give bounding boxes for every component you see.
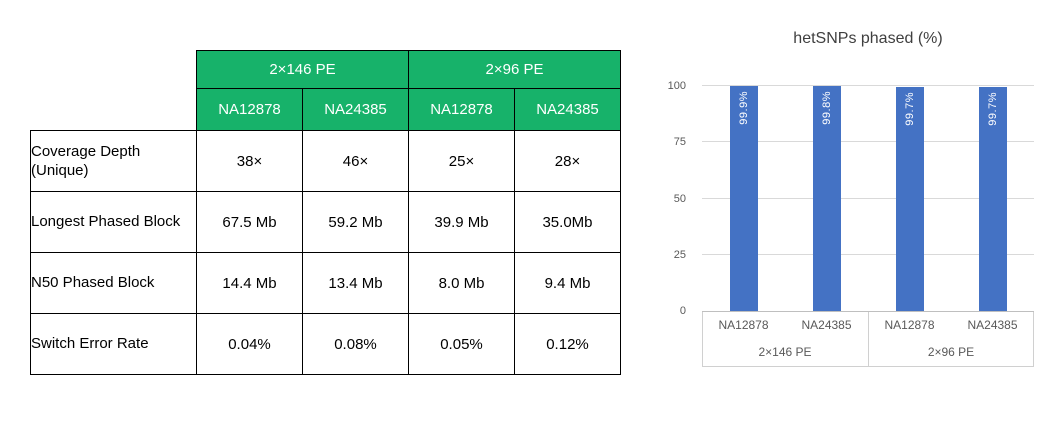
- table-subheader-na12878-1: NA12878: [196, 88, 303, 131]
- gridline: [702, 85, 1034, 86]
- table-cell: 59.2 Mb: [302, 191, 409, 253]
- x-category-label: NA12878: [884, 318, 935, 332]
- axis-separator: [702, 312, 703, 366]
- bar-slot: 99.9%: [702, 86, 785, 311]
- row-label-coverage-depth: Coverage Depth (Unique): [30, 130, 197, 192]
- chart-title: hetSNPs phased (%): [793, 30, 943, 47]
- table-subheader-na24385-2: NA24385: [514, 88, 621, 131]
- table-cell: 0.04%: [196, 313, 303, 375]
- x-group-row: 2×146 PE 2×96 PE: [702, 338, 1034, 366]
- table-cell: 25×: [408, 130, 515, 192]
- axis-separator: [868, 312, 869, 366]
- table-subheader-na24385-1: NA24385: [302, 88, 409, 131]
- results-table: 2×146 PE 2×96 PE NA12878 NA24385 NA12878…: [30, 50, 621, 375]
- bar-value-label: 99.9%: [737, 91, 750, 125]
- table-cell: 39.9 Mb: [408, 191, 515, 253]
- table-row: Coverage Depth (Unique) 38× 46× 25× 28×: [30, 130, 621, 192]
- bar: 99.7%: [895, 86, 924, 311]
- table-corner-blank: [30, 88, 197, 131]
- table-cell: 14.4 Mb: [196, 252, 303, 314]
- bar: 99.9%: [729, 86, 758, 311]
- table-cell: 13.4 Mb: [302, 252, 409, 314]
- table-cell: 28×: [514, 130, 621, 192]
- table-cell: 46×: [302, 130, 409, 192]
- bar-chart: hetSNPs phased (%) 0 25 50 75 100 99.9% …: [658, 28, 1034, 367]
- x-category-label: NA24385: [967, 318, 1018, 332]
- table-cell: 35.0Mb: [514, 191, 621, 253]
- axis-separator: [1033, 312, 1034, 366]
- y-axis-tick-label: 100: [667, 80, 686, 92]
- table-cell: 0.08%: [302, 313, 409, 375]
- bar: 99.7%: [978, 86, 1007, 311]
- x-category-label: NA24385: [801, 318, 852, 332]
- bar-value-label: 99.8%: [820, 91, 833, 126]
- bar-slot: 99.7%: [868, 86, 951, 311]
- y-axis: 0 25 50 75 100: [658, 80, 694, 317]
- table-group-header-2x96: 2×96 PE: [408, 50, 621, 89]
- bar-value-label: 99.7%: [903, 91, 916, 126]
- table-cell: 8.0 Mb: [408, 252, 515, 314]
- bar-value-label: 99.7%: [986, 91, 999, 126]
- x-group-label: 2×96 PE: [927, 345, 975, 359]
- table-row: Switch Error Rate 0.04% 0.08% 0.05% 0.12…: [30, 313, 621, 375]
- y-axis-tick-label: 25: [673, 248, 686, 261]
- gridline: [702, 253, 1034, 255]
- gridline: [702, 141, 1034, 143]
- y-axis-tick-label: 75: [673, 136, 686, 149]
- table-cell: 67.5 Mb: [196, 191, 303, 253]
- table-corner-blank: [30, 50, 197, 89]
- bar-slot: 99.7%: [951, 86, 1034, 311]
- table-cell: 0.12%: [514, 313, 621, 375]
- row-label-switch-error-rate: Switch Error Rate: [30, 313, 197, 375]
- y-axis-tick-label: 0: [679, 305, 686, 317]
- row-label-longest-phased-block: Longest Phased Block: [30, 191, 197, 253]
- bar-series: 99.9% 99.8% 99.7% 99.7%: [702, 86, 1034, 311]
- x-group-label: 2×146 PE: [758, 345, 812, 359]
- table-subheader-na12878-2: NA12878: [408, 88, 515, 131]
- y-axis-tick-label: 50: [673, 192, 686, 205]
- x-axis: NA12878 NA24385 NA12878 NA24385 2×146 PE…: [702, 312, 1034, 367]
- row-label-n50-phased-block: N50 Phased Block: [30, 252, 197, 314]
- table-cell: 9.4 Mb: [514, 252, 621, 314]
- table-cell: 38×: [196, 130, 303, 192]
- table-row: Longest Phased Block 67.5 Mb 59.2 Mb 39.…: [30, 191, 621, 253]
- plot-area: 0 25 50 75 100 99.9% 99.8% 99.7%: [668, 80, 1034, 317]
- bar: 99.8%: [812, 86, 841, 311]
- x-category-label: NA12878: [718, 318, 769, 332]
- table-cell: 0.05%: [408, 313, 515, 375]
- table-group-header-2x146: 2×146 PE: [196, 50, 409, 89]
- bar-slot: 99.8%: [785, 86, 868, 311]
- phasing-metrics-table: 2×146 PE 2×96 PE NA12878 NA24385 NA12878…: [30, 50, 621, 375]
- x-category-row: NA12878 NA24385 NA12878 NA24385: [702, 312, 1034, 338]
- gridline: [702, 197, 1034, 199]
- table-row: N50 Phased Block 14.4 Mb 13.4 Mb 8.0 Mb …: [30, 252, 621, 314]
